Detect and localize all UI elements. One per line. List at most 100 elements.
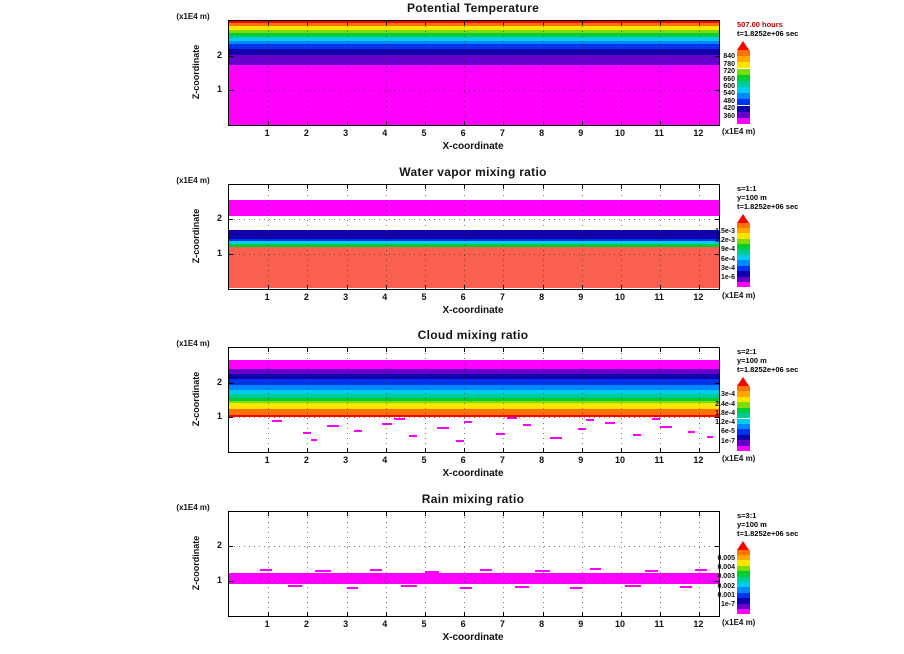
x-tick-label: 12 <box>693 455 704 465</box>
x-tick-label: 10 <box>614 618 625 629</box>
speckle <box>311 438 318 441</box>
speckle <box>679 586 692 589</box>
contour-band <box>229 360 719 370</box>
colorbar-cell <box>737 87 750 94</box>
x-tick-label: 12 <box>693 128 704 138</box>
x-tick-label: 9 <box>578 128 584 138</box>
colorbar-label: 6e-4 <box>720 255 735 263</box>
colorbar-label: 9e-4 <box>720 246 735 254</box>
x-tick-label: 6 <box>460 455 466 465</box>
x-tick-mark <box>346 284 348 289</box>
x-tick-mark <box>464 511 466 516</box>
grid-line-vertical <box>660 184 662 289</box>
x-tick-mark <box>581 184 583 189</box>
panel-2: Water vapor mixing ratio (x1E4 m) Z-coordi… <box>0 164 904 327</box>
x-tick-label: 9 <box>578 291 584 302</box>
x-tick-mark <box>425 284 426 289</box>
y-axis-unit: (x1E4 m) <box>176 502 210 512</box>
colorbar-label: 480 <box>723 97 735 105</box>
grid-line-vertical <box>660 21 662 125</box>
x-tick-mark <box>621 511 622 516</box>
colorbar-label: 3e-4 <box>720 264 735 272</box>
grid-line-horizontal <box>229 90 719 92</box>
x-tick-label: 10 <box>614 455 625 465</box>
x-tick-mark <box>307 21 309 25</box>
contour-band <box>229 200 719 216</box>
x-tick-mark <box>660 611 662 616</box>
x-tick-mark <box>268 611 270 616</box>
grid-line-horizontal <box>229 580 719 582</box>
speckle <box>393 418 406 421</box>
panel-3: Cloud mixing ratio (x1E4 m) Z-coordinate 1 2… <box>0 327 904 490</box>
x-tick-label: 12 <box>693 291 704 302</box>
colorbar-pointer-icon <box>737 41 749 50</box>
x-tick-label: 8 <box>539 455 545 465</box>
colorbar-cell <box>737 598 750 604</box>
x-tick-mark <box>464 348 466 352</box>
x-tick-mark <box>581 348 583 352</box>
x-axis-unit: (x1E4 m) <box>722 127 756 136</box>
contour-band <box>229 373 719 380</box>
grid-line-vertical <box>307 184 309 289</box>
colorbar-label: 420 <box>723 105 735 113</box>
speckle <box>534 570 551 573</box>
x-tick-mark <box>699 348 701 352</box>
colorbar-label: 0.005 <box>717 554 735 562</box>
speckle <box>464 421 473 424</box>
y-tick-mark <box>229 546 233 548</box>
colorbar-label: 1e-7 <box>720 437 735 445</box>
x-tick-label: 8 <box>539 618 545 629</box>
grid-line-vertical <box>542 184 544 289</box>
grid-line-vertical <box>503 21 505 125</box>
x-tick-mark <box>699 284 701 289</box>
contour-band <box>229 30 719 33</box>
colorbar-cell <box>737 93 750 100</box>
contour-band <box>229 32 719 36</box>
x-tick-label: 10 <box>614 291 625 302</box>
x-tick-label: 8 <box>539 291 545 302</box>
x-tick-mark <box>581 611 583 616</box>
x-tick-mark <box>346 121 348 125</box>
x-tick-mark <box>621 21 622 25</box>
y-tick-label: 2 <box>216 540 222 551</box>
grid-line-vertical <box>660 348 662 452</box>
colorbar-cell <box>737 391 750 397</box>
x-axis-label: X-coordinate <box>442 304 504 316</box>
colorbar-label: 1e-6 <box>720 274 735 282</box>
x-tick-label: 2 <box>303 128 309 138</box>
x-tick-mark <box>268 348 270 352</box>
x-tick-label: 3 <box>343 291 349 302</box>
colorbar-pointer-icon <box>737 540 749 550</box>
y-axis-label: Z-coordinate <box>191 371 201 427</box>
x-tick-mark <box>699 184 701 189</box>
x-tick-mark <box>464 611 466 616</box>
colorbar-cell <box>737 396 750 403</box>
y-axis-label: Z-coordinate <box>191 208 201 263</box>
x-axis-unit: (x1E4 m) <box>722 454 756 463</box>
grid-line-vertical <box>268 184 270 289</box>
x-tick-mark <box>425 121 426 125</box>
grid-line-vertical <box>621 348 622 452</box>
x-tick-label: 11 <box>654 291 664 302</box>
grid-line-vertical <box>464 511 466 616</box>
colorbar-cell <box>737 603 750 610</box>
colorbar-cell <box>737 576 750 582</box>
y-tick-mark <box>229 417 233 419</box>
speckle <box>570 587 582 590</box>
x-tick-label: 7 <box>499 455 505 465</box>
y-tick-mark <box>229 90 233 92</box>
grid-line-vertical <box>425 21 426 125</box>
speckle <box>354 429 363 432</box>
speckle <box>495 432 506 435</box>
x-tick-label: 9 <box>578 618 584 629</box>
colorbar-cell <box>737 402 750 408</box>
x-tick-label: 2 <box>303 618 309 629</box>
chart-title: Water vapor mixing ratio <box>399 164 547 179</box>
panel-4: Rain mixing ratio (x1E4 m) Z-coordinate 1 2 1… <box>0 491 904 654</box>
contour-band <box>229 65 719 125</box>
y-tick-mark <box>229 219 233 221</box>
x-tick-mark <box>464 448 466 452</box>
y-tick-label: 1 <box>216 574 222 585</box>
annotation-line: t=1.8252e+06 sec <box>737 201 799 211</box>
colorbar-label: 1.2e-4 <box>715 419 735 427</box>
